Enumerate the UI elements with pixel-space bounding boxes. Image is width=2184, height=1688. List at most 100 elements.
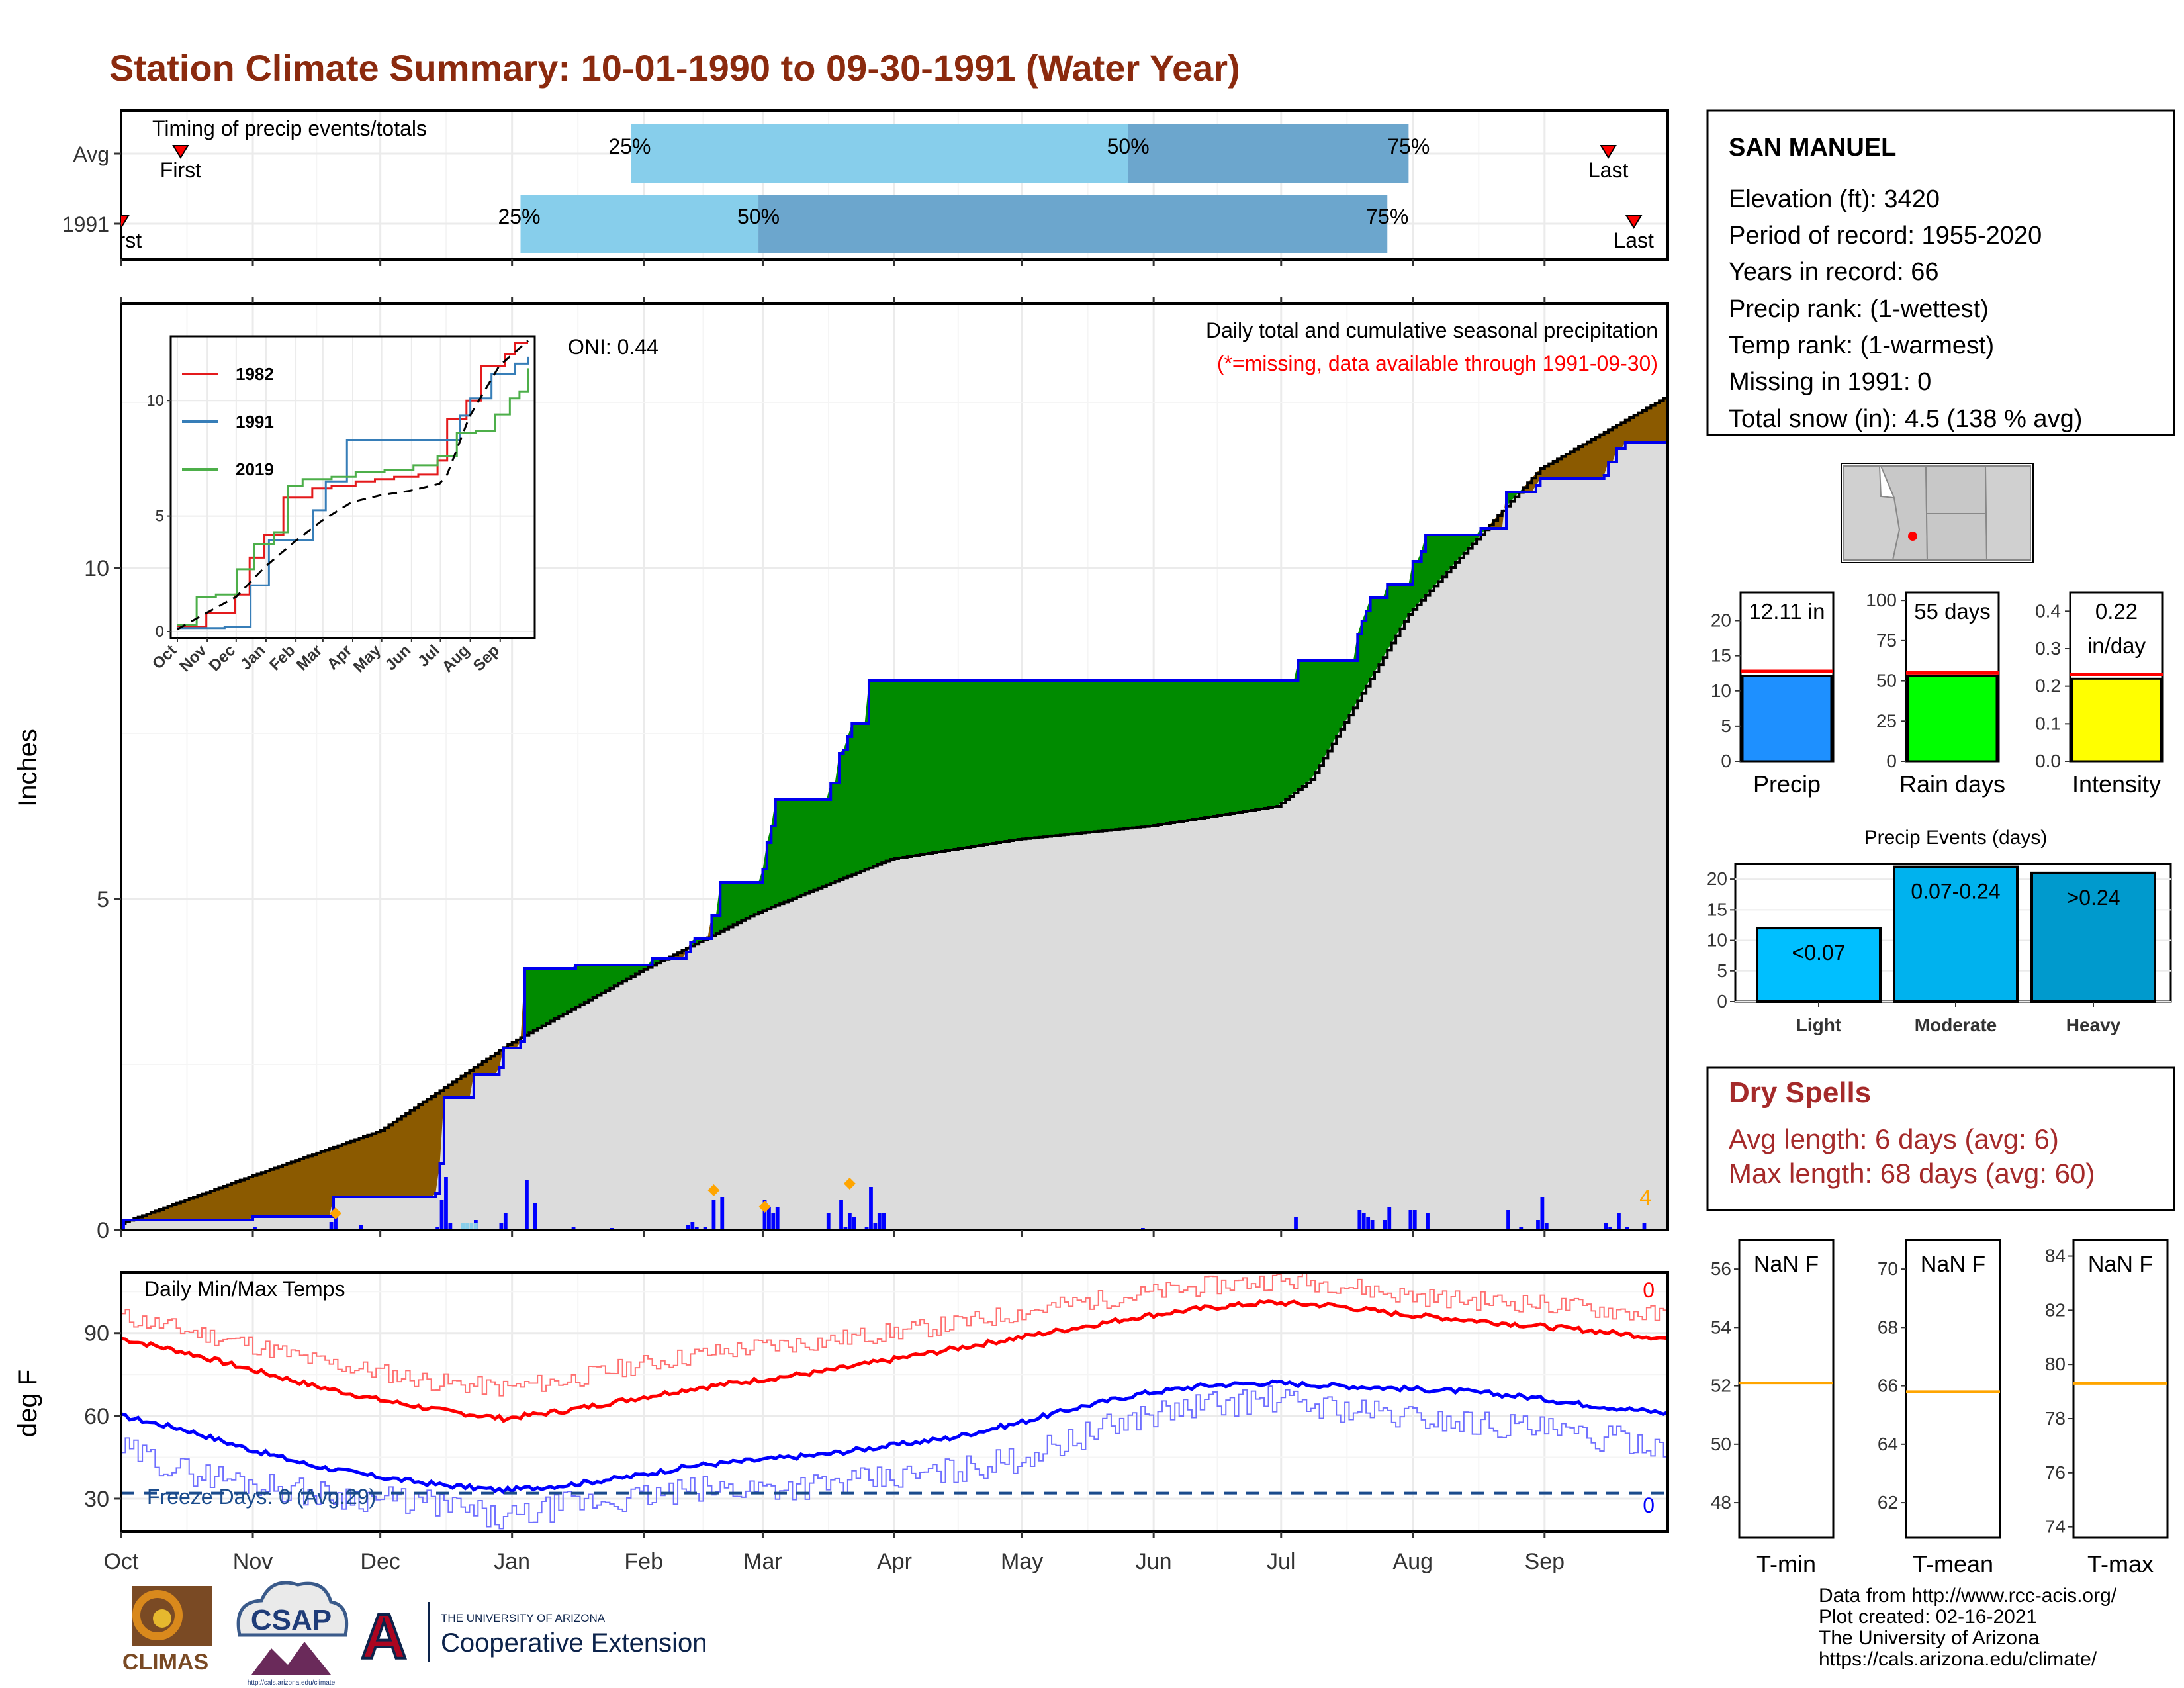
inset-month-label: Sep	[470, 641, 503, 675]
snow-day-bar	[469, 1223, 474, 1230]
timing-pct-label: 75%	[1366, 205, 1408, 228]
observed-max-temp-line	[121, 1273, 1668, 1397]
average-cumulative-area	[121, 396, 1668, 1230]
csap-logo-text: CSAP	[251, 1604, 332, 1636]
station-line: Temp rank: (1-warmest)	[1729, 332, 1994, 359]
summary-bar-y-tick: 20	[1711, 610, 1731, 631]
station-location-map	[1841, 463, 2034, 563]
summary-bar-y-tick: 0	[1721, 751, 1731, 771]
timing-title: Timing of precip events/totals	[152, 117, 427, 140]
temp-summary-y-tick: 78	[2045, 1408, 2066, 1429]
events-bar-label: >0.24	[2067, 886, 2120, 910]
events-bar	[2030, 871, 2156, 1004]
daily-precip-bar	[1625, 1227, 1629, 1230]
daily-precip-bar	[1426, 1213, 1430, 1230]
temp-summary-t-mean: NaN F 62 64 66 68 70 T-mean	[1878, 1239, 2001, 1577]
summary-bar-y-tick: 0.4	[2035, 600, 2061, 621]
summary-bar-y-tick: 75	[1876, 630, 1897, 651]
daily-precip-bar	[571, 1227, 576, 1230]
daily-precip-bar	[1536, 1220, 1540, 1230]
temp-summary-y-tick: 68	[1878, 1317, 1898, 1337]
summary-bar-y-tick: 10	[1711, 680, 1731, 701]
station-info-box: SAN MANUEL Elevation (ft): 3420 Period o…	[1706, 109, 2175, 436]
csap-logo: CSAP http://cals.arizona.edu/climate	[236, 1581, 349, 1687]
ua-logo-letter: A	[361, 1601, 406, 1672]
inset-series-line	[177, 342, 528, 628]
snow-event-marker	[707, 1184, 720, 1196]
daily-precip-bar	[1361, 1213, 1366, 1230]
last-event-marker	[1600, 145, 1617, 159]
events-y-tick: 10	[1707, 930, 1727, 951]
ua-logo: A THE UNIVERSITY OF ARIZONA Cooperative …	[359, 1600, 707, 1673]
month-tick-label: Oct	[104, 1549, 139, 1574]
daily-precip-bar	[877, 1213, 882, 1230]
station-line: Total snow (in): 4.5 (138 % avg)	[1729, 405, 2082, 433]
station-line: Elevation (ft): 3420	[1729, 185, 1940, 213]
footer-line: The University of Arizona	[1819, 1627, 2040, 1649]
inset-month-label: Jun	[382, 641, 414, 674]
summary-bar-y-tick: 0.1	[2035, 713, 2061, 733]
events-category-label: Heavy	[2066, 1015, 2121, 1035]
average-min-temp-line	[120, 1379, 1669, 1495]
events-bar-label: 0.07-0.24	[1911, 880, 2000, 904]
precip-y-tick-label: 0	[97, 1218, 109, 1243]
precip-y-tick-label: 10	[84, 556, 109, 581]
average-max-temp-line	[120, 1299, 1668, 1423]
station-line: Years in record: 66	[1729, 258, 1939, 286]
daily-precip-bar	[253, 1227, 257, 1230]
summary-bar-y-tick: 0	[1886, 751, 1897, 771]
last-event-marker	[1625, 215, 1643, 229]
daily-precip-bar	[762, 1200, 767, 1230]
daily-precip-bar	[1294, 1217, 1298, 1230]
timing-pct-label: 50%	[737, 205, 780, 228]
daily-precip-bar	[533, 1203, 537, 1230]
year-cumulative-line	[121, 441, 1668, 1221]
daily-precip-bar	[329, 1222, 334, 1230]
month-tick-label: Feb	[624, 1549, 663, 1574]
dry-spells-title: Dry Spells	[1729, 1076, 1871, 1109]
precip-corner-count: 4	[1639, 1186, 1651, 1209]
month-tick-label: Nov	[233, 1549, 273, 1574]
timing-row-label: 1991	[62, 212, 109, 236]
deficit-area	[1489, 492, 1507, 528]
snow-event-marker	[330, 1207, 342, 1219]
daily-precip-bar	[843, 1227, 848, 1230]
timing-bar-25-50	[520, 195, 759, 253]
daily-precip-bar	[1412, 1210, 1417, 1230]
temp-summary-frame	[1905, 1239, 2001, 1539]
events-bar-label: <0.07	[1792, 941, 1846, 964]
summary-bar-panel-rain-days: 55 days 0 25 50 75 100 Rain days	[1866, 590, 2005, 798]
snow-day-bar	[461, 1223, 465, 1230]
daily-precip-bar	[435, 1227, 439, 1230]
daily-precip-bar	[852, 1217, 856, 1230]
deficit-area	[1523, 396, 1668, 492]
footer-line: Data from http://www.rcc-acis.org/	[1819, 1585, 2117, 1607]
deficit-area	[134, 968, 525, 1220]
daily-precip-bar	[882, 1213, 886, 1230]
daily-precip-bar	[1604, 1223, 1608, 1230]
temp-summary-y-tick: 80	[2045, 1354, 2066, 1374]
daily-precip-bar	[711, 1200, 716, 1230]
first-event-label: First	[160, 158, 201, 182]
inset-y-tick-label: 5	[156, 508, 164, 526]
events-title: Precip Events (days)	[1864, 827, 2048, 849]
timing-bar-50-75	[758, 195, 1388, 253]
snow-event-marker	[843, 1178, 856, 1190]
timing-panel: Timing of precip events/totals 25% 50% 75%…	[62, 109, 1669, 266]
inset-y-tick-label: 0	[156, 623, 164, 641]
daily-precip-bar	[1387, 1207, 1392, 1230]
summary-bar-unit: in/day	[2087, 633, 2146, 658]
temp-summary-y-tick: 66	[1878, 1376, 1898, 1396]
inset-legend-label: 2019	[236, 459, 274, 479]
footer-credits: Data from http://www.rcc-acis.org/ Plot …	[1819, 1585, 2117, 1670]
daily-precip-bar	[826, 1213, 831, 1230]
daily-precip-bar	[869, 1187, 873, 1230]
events-category-label: Moderate	[1915, 1015, 1997, 1035]
summary-bar-y-tick: 5	[1721, 716, 1731, 736]
temp-ylabel: deg F	[13, 1370, 42, 1437]
temp-summary-y-tick: 70	[1878, 1258, 1898, 1279]
month-tick-label: Jun	[1136, 1549, 1172, 1574]
temp-summary-y-tick: 56	[1711, 1258, 1731, 1279]
